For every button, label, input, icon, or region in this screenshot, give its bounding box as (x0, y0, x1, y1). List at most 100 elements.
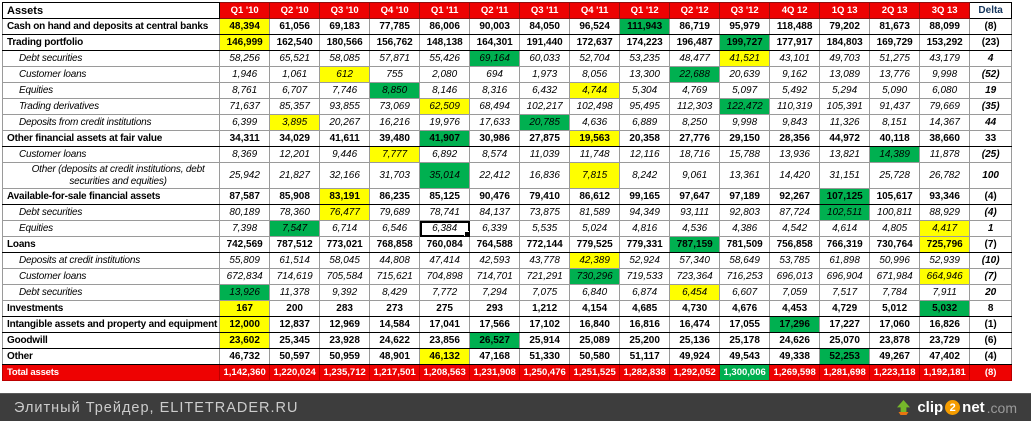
value-cell[interactable]: 93,855 (319, 98, 371, 115)
value-cell[interactable]: 52,253 (819, 348, 871, 365)
value-cell[interactable]: 92,267 (769, 188, 821, 205)
value-cell[interactable]: 20,639 (719, 66, 771, 83)
value-cell[interactable]: 6,607 (719, 284, 771, 301)
value-cell[interactable]: 19,563 (569, 130, 621, 147)
value-cell[interactable]: 772,144 (519, 236, 571, 253)
value-cell[interactable]: 100,811 (869, 204, 921, 221)
value-cell[interactable]: 760,084 (419, 236, 471, 253)
value-cell[interactable]: 8,369 (219, 146, 271, 163)
value-cell[interactable]: 4,536 (669, 220, 721, 237)
value-cell[interactable]: 50,597 (269, 348, 321, 365)
value-cell[interactable]: 90,003 (469, 18, 521, 35)
row-label[interactable]: Goodwill (1, 332, 221, 349)
value-cell[interactable]: 164,301 (469, 34, 521, 51)
delta-cell[interactable]: (7) (969, 236, 1013, 253)
row-label[interactable]: Trading portfolio (1, 34, 221, 51)
value-cell[interactable]: 43,778 (519, 252, 571, 269)
delta-cell[interactable]: (10) (969, 252, 1013, 269)
value-cell[interactable]: 49,703 (819, 50, 871, 67)
value-cell[interactable]: 93,111 (669, 204, 721, 221)
value-cell[interactable]: 79,202 (819, 18, 871, 35)
value-cell[interactable]: 16,826 (919, 316, 971, 333)
value-cell[interactable]: 31,703 (369, 162, 421, 189)
delta-cell[interactable]: (6) (969, 332, 1013, 349)
value-cell[interactable]: 5,535 (519, 220, 571, 237)
value-cell[interactable]: 177,917 (769, 34, 821, 51)
value-cell[interactable]: 51,275 (869, 50, 921, 67)
value-cell[interactable]: 8,574 (469, 146, 521, 163)
value-cell[interactable]: 57,871 (369, 50, 421, 67)
value-cell[interactable]: 17,055 (719, 316, 771, 333)
value-cell[interactable]: 78,360 (269, 204, 321, 221)
value-cell[interactable]: 174,223 (619, 34, 671, 51)
value-cell[interactable]: 13,089 (819, 66, 871, 83)
value-cell[interactable]: 283 (319, 300, 371, 317)
value-cell[interactable]: 6,339 (469, 220, 521, 237)
value-cell[interactable]: 779,525 (569, 236, 621, 253)
value-cell[interactable]: 9,446 (319, 146, 371, 163)
value-cell[interactable]: 27,776 (669, 130, 721, 147)
value-cell[interactable]: 34,029 (269, 130, 321, 147)
value-cell[interactable]: 7,784 (869, 284, 921, 301)
value-cell[interactable]: 87,724 (769, 204, 821, 221)
value-cell[interactable]: 40,118 (869, 130, 921, 147)
value-cell[interactable]: 86,235 (369, 188, 421, 205)
value-cell[interactable]: 714,619 (269, 268, 321, 285)
row-label[interactable]: Equities (1, 220, 221, 237)
value-cell[interactable]: 77,785 (369, 18, 421, 35)
value-cell[interactable]: 773,021 (319, 236, 371, 253)
value-cell[interactable]: 92,803 (719, 204, 771, 221)
value-cell[interactable]: 196,487 (669, 34, 721, 51)
value-cell[interactable]: 191,440 (519, 34, 571, 51)
value-cell[interactable]: 4,744 (569, 82, 621, 99)
value-cell[interactable]: 87,587 (219, 188, 271, 205)
row-label[interactable]: Investments (1, 300, 221, 317)
delta-cell[interactable]: (4) (969, 204, 1013, 221)
value-cell[interactable]: 715,621 (369, 268, 421, 285)
value-cell[interactable]: 102,498 (569, 98, 621, 115)
value-cell[interactable]: 35,014 (419, 162, 471, 189)
row-label[interactable]: Debt securities (1, 284, 221, 301)
column-header-quarter[interactable]: Q2 '12 (669, 2, 721, 19)
value-cell[interactable]: 97,189 (719, 188, 771, 205)
value-cell[interactable]: 88,099 (919, 18, 971, 35)
row-label[interactable]: Cash on hand and deposits at central ban… (1, 18, 221, 35)
value-cell[interactable]: 99,165 (619, 188, 671, 205)
row-label[interactable]: Debt securities (1, 204, 221, 221)
value-cell[interactable]: 1,300,006 (719, 364, 771, 381)
value-cell[interactable]: 111,943 (619, 18, 671, 35)
value-cell[interactable]: 4,816 (619, 220, 671, 237)
value-cell[interactable]: 8,316 (469, 82, 521, 99)
row-label[interactable]: Other (1, 348, 221, 365)
value-cell[interactable]: 31,151 (819, 162, 871, 189)
value-cell[interactable]: 9,998 (919, 66, 971, 83)
value-cell[interactable]: 55,809 (219, 252, 271, 269)
value-cell[interactable]: 53,785 (769, 252, 821, 269)
value-cell[interactable]: 787,512 (269, 236, 321, 253)
delta-cell[interactable]: 4 (969, 50, 1013, 67)
value-cell[interactable]: 14,420 (769, 162, 821, 189)
value-cell[interactable]: 94,349 (619, 204, 671, 221)
value-cell[interactable]: 80,189 (219, 204, 271, 221)
value-cell[interactable]: 13,361 (719, 162, 771, 189)
value-cell[interactable]: 47,414 (419, 252, 471, 269)
value-cell[interactable]: 105,391 (819, 98, 871, 115)
value-cell[interactable]: 13,936 (769, 146, 821, 163)
value-cell[interactable]: 7,772 (419, 284, 471, 301)
value-cell[interactable]: 86,719 (669, 18, 721, 35)
value-cell[interactable]: 4,729 (819, 300, 871, 317)
value-cell[interactable]: 4,769 (669, 82, 721, 99)
value-cell[interactable]: 34,311 (219, 130, 271, 147)
row-label[interactable]: Deposits from credit institutions (1, 114, 221, 131)
column-header-quarter[interactable]: 1Q 13 (819, 2, 871, 19)
value-cell[interactable]: 7,746 (319, 82, 371, 99)
value-cell[interactable]: 46,132 (419, 348, 471, 365)
value-cell[interactable]: 4,386 (719, 220, 771, 237)
value-cell[interactable]: 768,858 (369, 236, 421, 253)
value-cell[interactable]: 9,392 (319, 284, 371, 301)
value-cell[interactable]: 696,904 (819, 268, 871, 285)
value-cell[interactable]: 13,776 (869, 66, 921, 83)
value-cell[interactable]: 47,402 (919, 348, 971, 365)
active-cell-handle[interactable] (464, 231, 469, 236)
value-cell[interactable]: 49,543 (719, 348, 771, 365)
